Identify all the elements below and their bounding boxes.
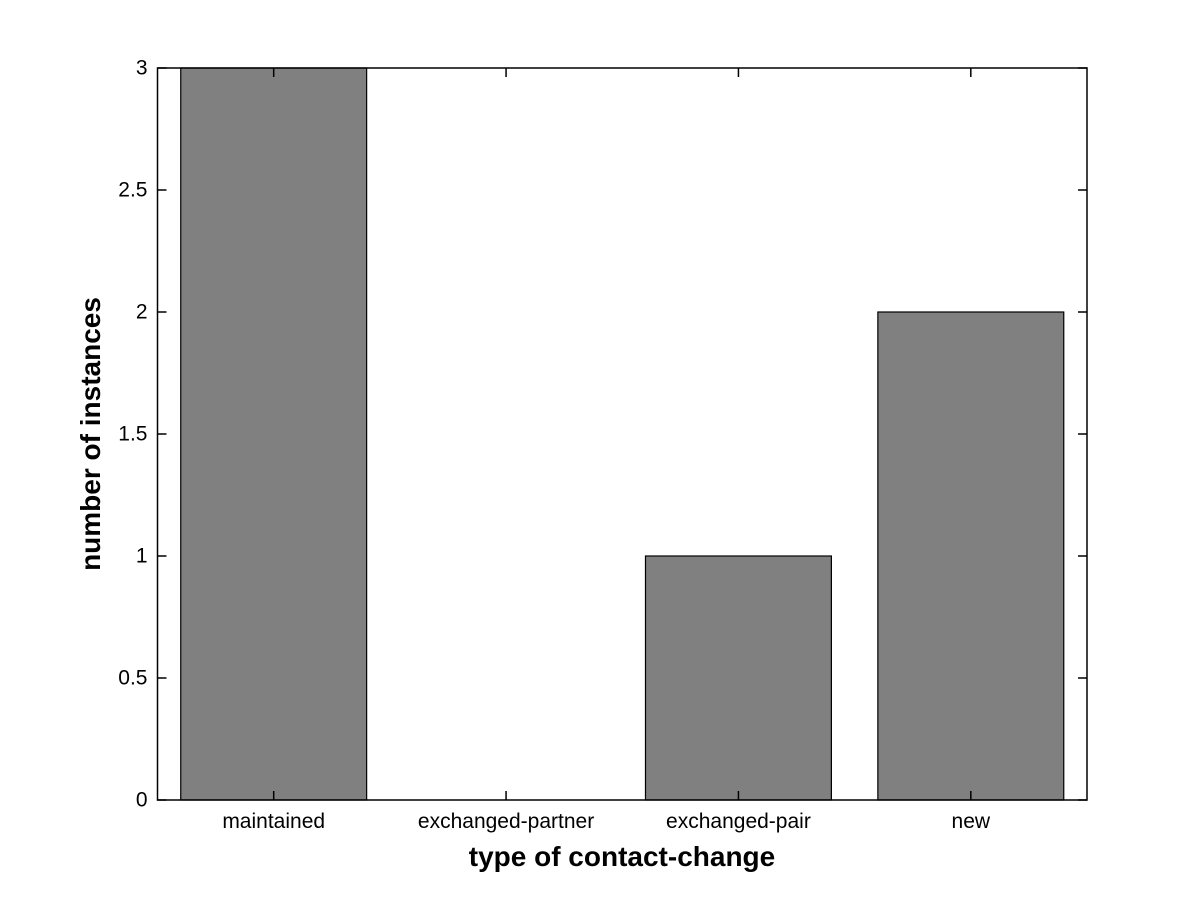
y-tick-label: 2.5 (118, 179, 147, 202)
y-tick-label: 3 (136, 57, 148, 80)
plot-area-box (156, 67, 1088, 801)
y-axis-label: number of instances (75, 297, 106, 571)
bar-new (877, 311, 1065, 801)
y-tick-label: 1.5 (118, 423, 147, 446)
y-tick-label: 0.5 (118, 667, 147, 690)
bar-maintained (180, 67, 368, 801)
x-tick-label: new (952, 810, 991, 833)
x-axis-label: type of contact-change (469, 841, 775, 872)
x-tick-label: maintained (222, 810, 325, 833)
y-tick-label: 2 (136, 301, 148, 324)
bars-layer (180, 67, 1065, 801)
y-tick-label: 1 (136, 545, 148, 568)
y-tick-label: 0 (136, 789, 148, 812)
bar-exchanged-pair (644, 555, 832, 801)
tick-labels-layer: 0 0.5 1 1.5 2 2.5 3 maintained exchanged-partner… (118, 57, 991, 834)
x-tick-label: exchanged-pair (666, 810, 811, 833)
x-tick-label: exchanged-partner (418, 810, 594, 833)
